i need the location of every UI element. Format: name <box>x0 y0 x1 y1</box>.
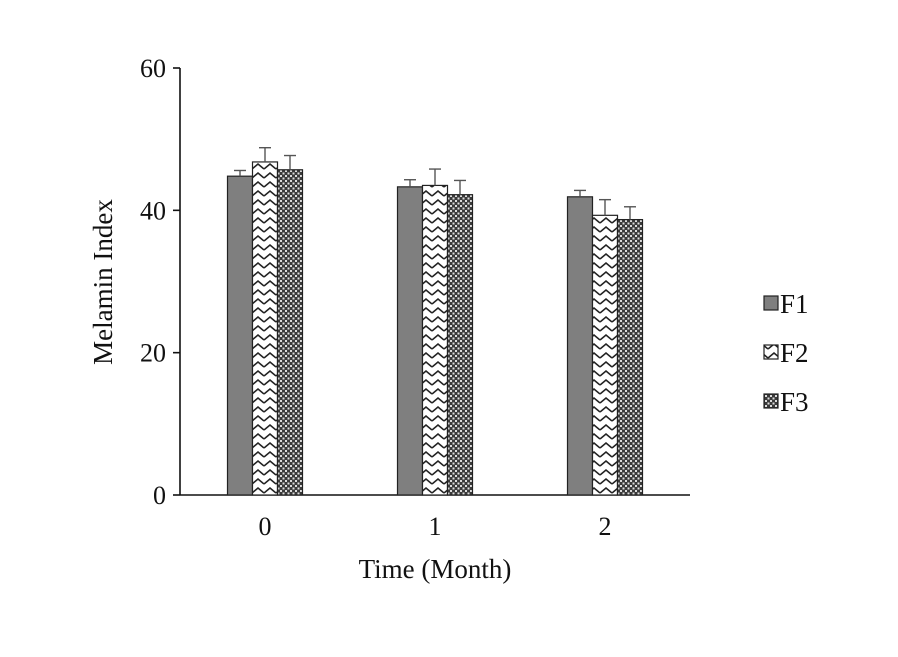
y-tick-label: 40 <box>140 196 166 225</box>
bar-f2-month-1 <box>421 184 449 496</box>
y-tick-label: 0 <box>153 481 166 510</box>
y-tick-label: 60 <box>140 54 166 83</box>
bar-f1-month-2 <box>566 196 594 496</box>
legend-label-f1: F1 <box>780 289 809 319</box>
legend-swatch-f1 <box>763 295 779 311</box>
bar-f2-month-2 <box>591 214 619 496</box>
x-tick-label: 2 <box>599 512 612 541</box>
x-axis-title: Time (Month) <box>359 554 512 584</box>
x-tick-label: 0 <box>259 512 272 541</box>
legend: F1 F2 F3 <box>763 289 809 417</box>
legend-label-f3: F3 <box>780 387 809 417</box>
bar-f3-month-0 <box>276 169 304 496</box>
legend-swatch-f3 <box>763 393 779 409</box>
bar-f1-month-1 <box>396 186 424 496</box>
y-axis-title: Melamin Index <box>88 199 118 365</box>
legend-label-f2: F2 <box>780 338 809 368</box>
bar-f1-month-0 <box>226 175 254 496</box>
x-tick-label: 1 <box>429 512 442 541</box>
y-tick-label: 20 <box>140 339 166 368</box>
bar-f3-month-1 <box>446 194 474 496</box>
legend-swatch-f2 <box>763 344 779 360</box>
bar-f2-month-0 <box>251 161 279 496</box>
bar-f3-month-2 <box>616 218 644 496</box>
